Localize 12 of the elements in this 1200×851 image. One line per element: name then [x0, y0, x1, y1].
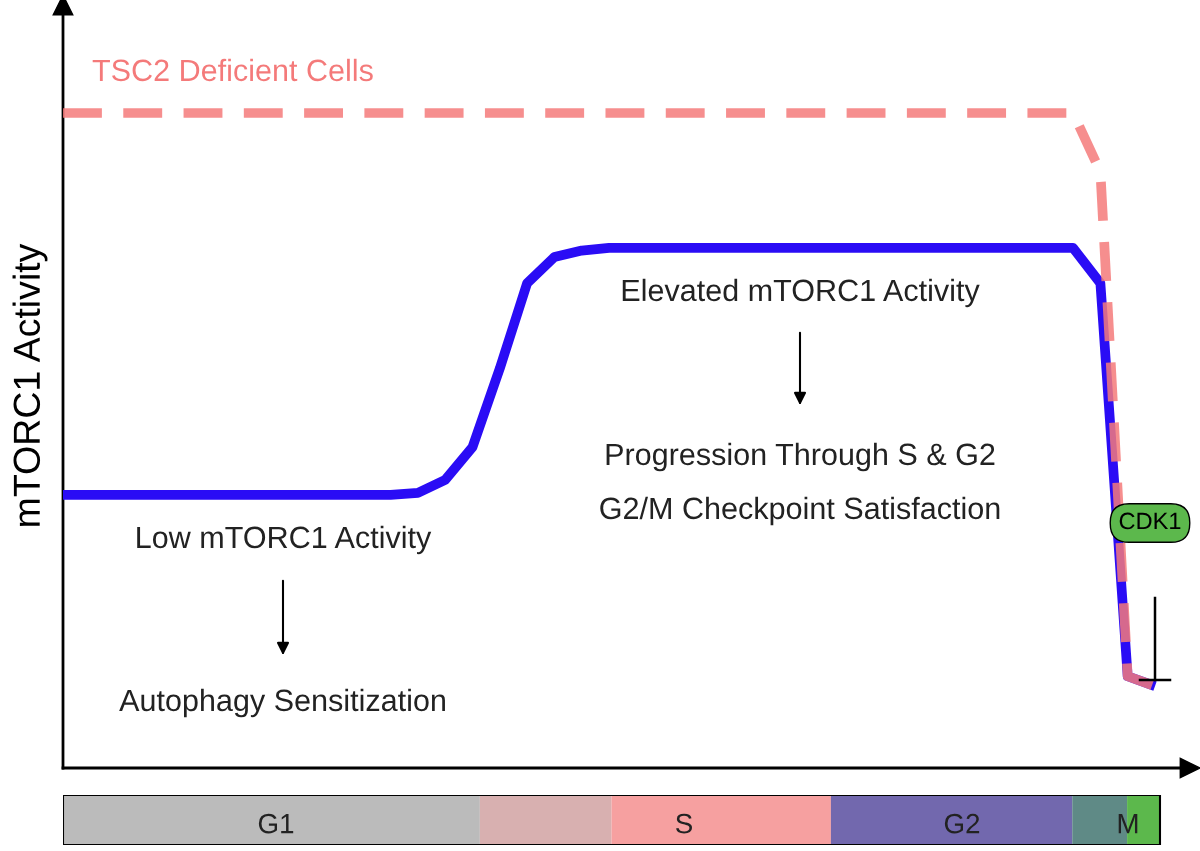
annotation: Progression Through S & G2: [606, 442, 995, 472]
text: G2: [944, 813, 980, 834]
text: M: [1118, 814, 1138, 834]
annotation: CDK1: [1119, 512, 1181, 530]
text: S: [676, 813, 692, 834]
annotation: Elevated mTORC1 Activity: [622, 278, 980, 308]
y-axis-title: mTORC1 Activity: [12, 243, 48, 526]
text: G1: [258, 813, 294, 834]
annotation: Low mTORC1 Activity: [137, 525, 432, 555]
annotation: Autophagy Sensitization: [119, 688, 445, 718]
series-label: TSC2 Deficient Cells: [92, 58, 373, 82]
annotation: G2/M Checkpoint Satisfaction: [600, 496, 1000, 526]
